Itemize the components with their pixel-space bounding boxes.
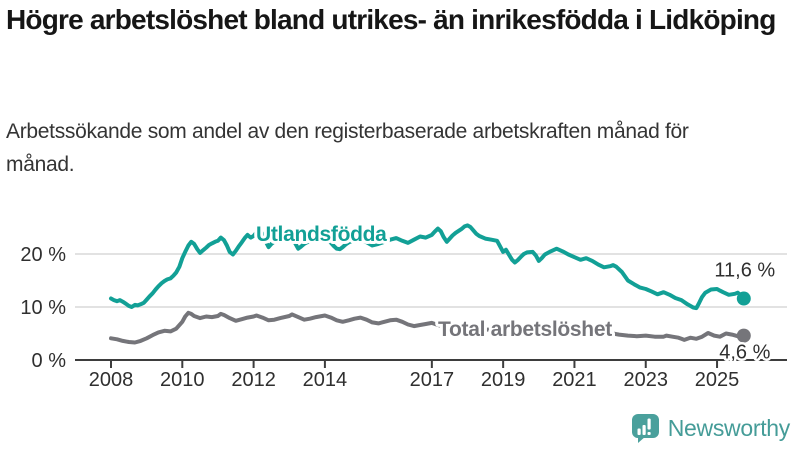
y-tick-label: 20 % (20, 244, 66, 266)
x-tick-label: 2014 (303, 369, 348, 391)
brand-name: Newsworthy (667, 414, 791, 441)
end-dot-total-arbetsloshet (736, 328, 751, 343)
chart-subtitle: Arbetssökande som andel av den registerb… (6, 120, 689, 176)
series-line-utlandsfodda (109, 223, 746, 311)
brand-footer: Newsworthy (631, 413, 790, 443)
newsworthy-logo-icon (631, 414, 659, 443)
x-tick-label: 2008 (89, 369, 134, 391)
x-tick-label: 2019 (481, 369, 526, 391)
x-tick-label: 2023 (624, 369, 669, 391)
end-dot-utlandsfodda (736, 291, 751, 306)
series-label-utlandsfodda: Utlandsfödda (256, 223, 387, 246)
x-tick-label: 2025 (695, 369, 740, 391)
end-value-label-total-arbetsloshet: 4,6 % (719, 342, 770, 364)
series-line-total-arbetsloshet (109, 310, 746, 345)
x-tick-label: 2010 (160, 369, 205, 391)
line-chart: 2008 2010 2012 2014 2017 2019 2021 2023 2025 0 % 1… (20, 220, 787, 391)
x-tick-label: 2017 (410, 369, 455, 391)
y-tick-label: 10 % (20, 297, 66, 319)
end-value-label-utlandsfodda: 11,6 % (714, 260, 775, 282)
series-label-total-arbetsloshet: Total arbetslöshet (438, 318, 612, 341)
y-tick-label: 0 % (32, 350, 67, 372)
chart-title: Högre arbetslöshet bland utrikes- än inr… (6, 4, 776, 35)
x-tick-label: 2012 (231, 369, 276, 391)
x-tick-label: 2021 (552, 369, 597, 391)
